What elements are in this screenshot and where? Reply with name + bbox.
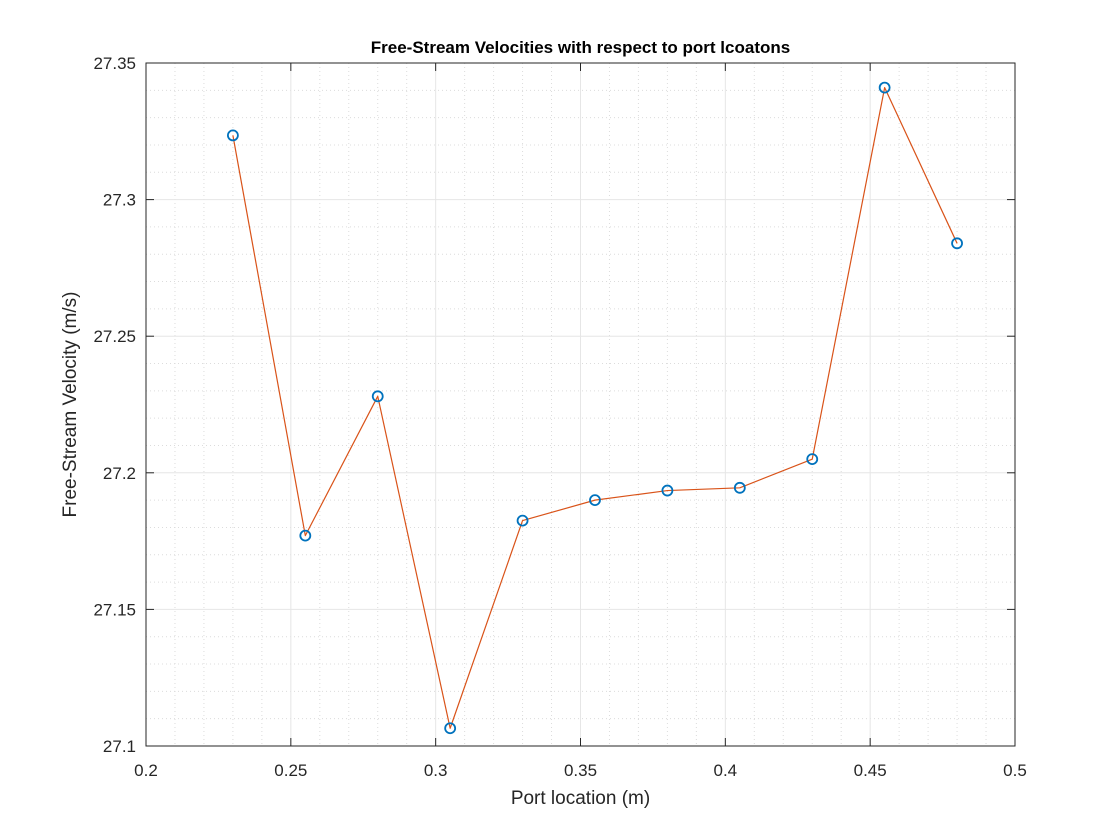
y-axis-label: Free-Stream Velocity (m/s) [60,292,81,518]
data-point-marker [733,481,746,494]
series-line [232,86,958,729]
data-point-marker [951,237,963,250]
data-point-marker [444,722,457,735]
data-point-marker [371,390,384,403]
y-tick-label: 27.15 [93,600,136,619]
y-tick-labels: 27.1 27.15 27.2 27.25 27.3 27.35 [93,54,136,756]
x-tick-labels: 0.2 0.25 0.3 0.35 0.4 0.45 0.5 [134,761,1027,780]
data-point-marker [661,484,674,497]
data-point-marker [878,81,891,94]
y-tick-label: 27.2 [103,464,136,483]
data-point-marker [299,529,312,542]
x-tick-label: 0.2 [134,761,158,780]
y-tick-label: 27.35 [93,54,136,73]
x-axis-label: Port location (m) [511,788,650,809]
data-point-marker [516,514,529,527]
tick-marks [145,62,1016,747]
y-tick-label: 27.25 [93,327,136,346]
series-markers [226,81,963,735]
data-point-marker [589,494,601,507]
x-tick-label: 0.45 [854,761,887,780]
x-tick-label: 0.4 [714,761,738,780]
series-lines [232,86,958,729]
data-point-marker [226,129,239,142]
y-tick-label: 27.3 [103,191,136,210]
x-tick-label: 0.5 [1003,761,1027,780]
x-tick-label: 0.35 [564,761,597,780]
chart-title: Free-Stream Velocities with respect to p… [371,38,790,57]
x-tick-label: 0.25 [274,761,307,780]
data-point-marker [806,453,819,466]
y-tick-label: 27.1 [103,737,136,756]
x-tick-label: 0.3 [424,761,448,780]
